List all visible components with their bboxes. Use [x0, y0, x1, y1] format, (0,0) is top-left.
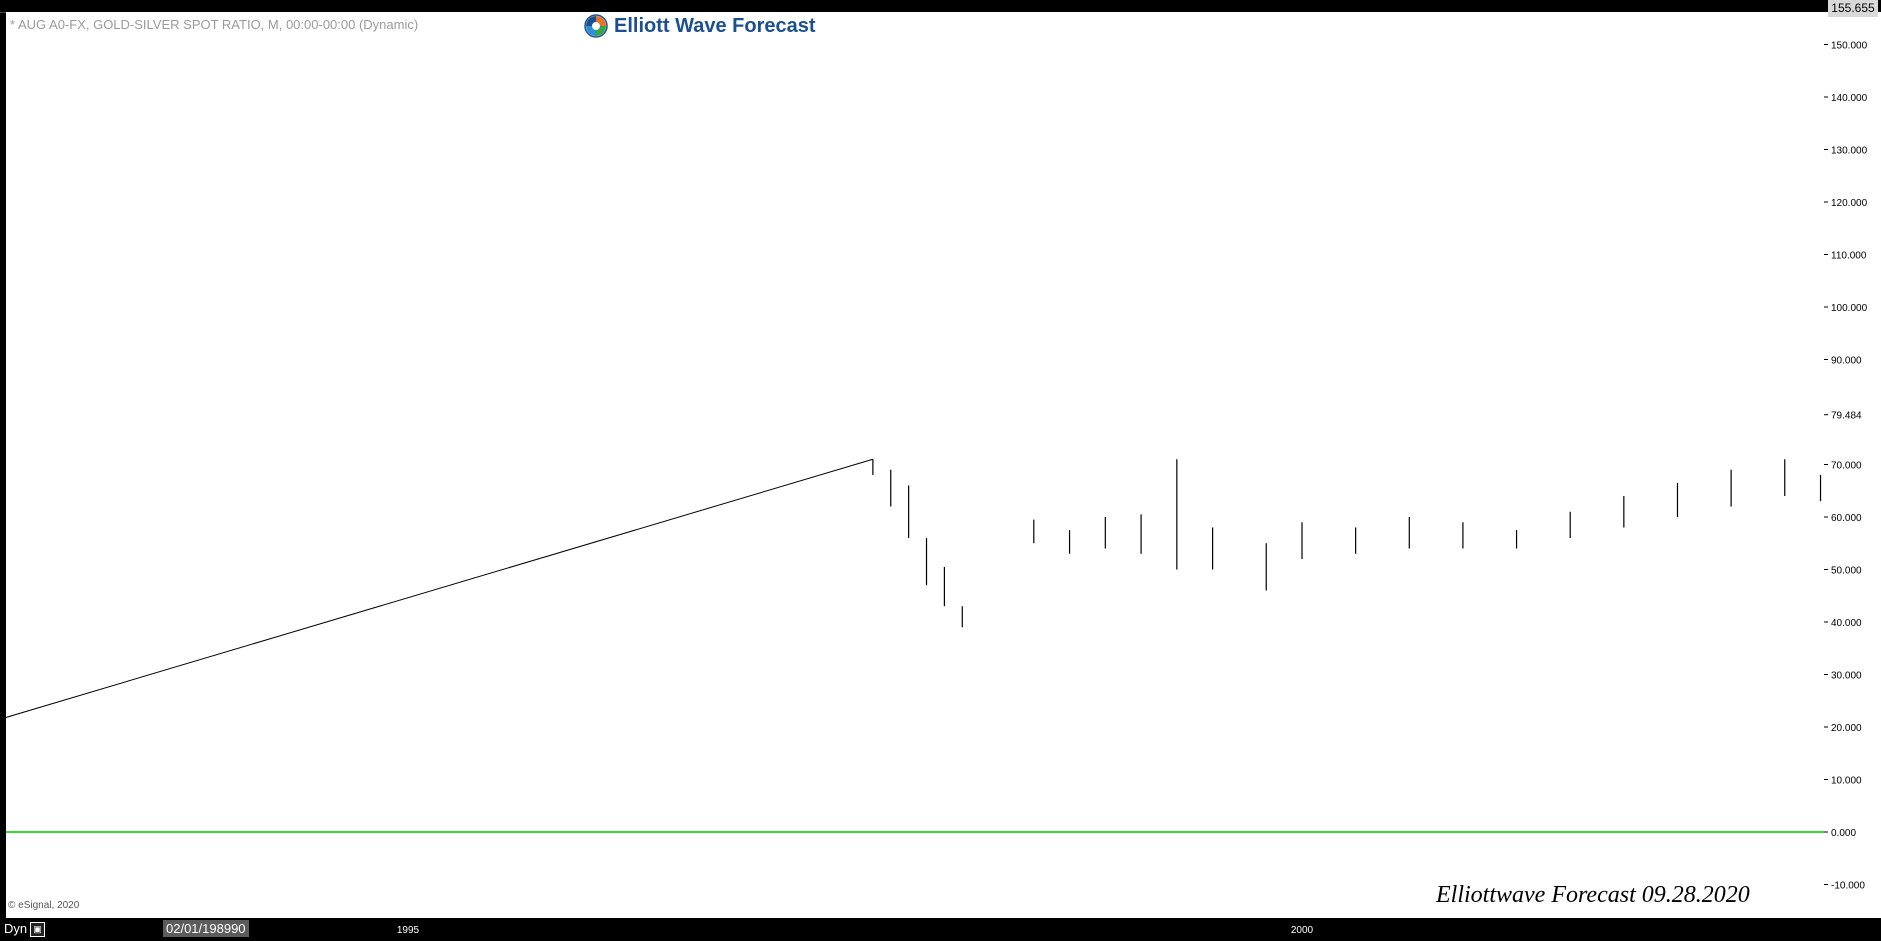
- symbol-header: * AUG A0-FX, GOLD-SILVER SPOT RATIO, M, …: [10, 17, 419, 32]
- plot-area[interactable]: 1 (115.404)2008201103.18.2020.ALL-TIME L…: [6, 12, 1824, 918]
- cursor-date-box: 02/01/198990: [163, 920, 249, 937]
- dyn-toggle-button[interactable]: ▣: [30, 922, 45, 937]
- price-tick-label: 50.000: [1831, 566, 1862, 577]
- time-axis[interactable]: 199520002005201020152020 Dyn ▣ 02/01/198…: [0, 918, 1881, 941]
- price-tick-label: 100.000: [1831, 303, 1868, 314]
- last-price-flag: 155.655: [1828, 0, 1878, 17]
- time-axis-canvas: 199520002005201020152020: [397, 925, 1314, 936]
- price-tick-label: 40.000: [1831, 618, 1862, 629]
- logo-swirl-icon: [584, 14, 608, 38]
- price-axis[interactable]: 150.000 140.000 130.000 120.000 110.000 100.0…: [1824, 12, 1881, 918]
- price-tick-label: 110.000: [1831, 251, 1867, 262]
- chart-canvas[interactable]: 1 (115.404)2008201103.18.2020.ALL-TIME L…: [6, 12, 1824, 918]
- price-tick-label: 70.000: [1831, 461, 1862, 472]
- price-tick-label: 130.000: [1831, 146, 1868, 157]
- cursor-date: 02/01/1989: [166, 921, 232, 936]
- wave-projection-line: [6, 458, 874, 718]
- price-tick-label: 0.000: [1831, 828, 1856, 839]
- dyn-label: Dyn: [4, 921, 28, 936]
- price-tick-label: 60.000: [1831, 513, 1862, 524]
- cursor-date-tail: 90: [231, 921, 246, 936]
- time-tick-label: 1995: [397, 925, 420, 936]
- price-tick-label: 79.484: [1831, 411, 1862, 422]
- price-tick-label: -10.000: [1831, 881, 1865, 892]
- signature-date: Elliottwave Forecast 09.28.2020: [1436, 882, 1750, 908]
- price-tick-label: 20.000: [1831, 723, 1862, 734]
- price-tick-label: 120.000: [1831, 198, 1868, 209]
- price-tick-label: 90.000: [1831, 356, 1862, 367]
- price-tick-label: 140.000: [1831, 93, 1868, 104]
- copyright-note: © eSignal, 2020: [8, 900, 80, 911]
- price-tick-label: 10.000: [1831, 776, 1862, 787]
- price-tick-label: 30.000: [1831, 671, 1862, 682]
- brand-logo: Elliott Wave Forecast: [584, 14, 816, 38]
- time-tick-label: 2000: [1291, 925, 1314, 936]
- brand-name: Elliott Wave Forecast: [614, 14, 816, 37]
- price-tick-label: 150.000: [1831, 41, 1868, 52]
- price-axis-canvas: 150.000 140.000 130.000 120.000 110.000 100.0…: [1824, 41, 1868, 892]
